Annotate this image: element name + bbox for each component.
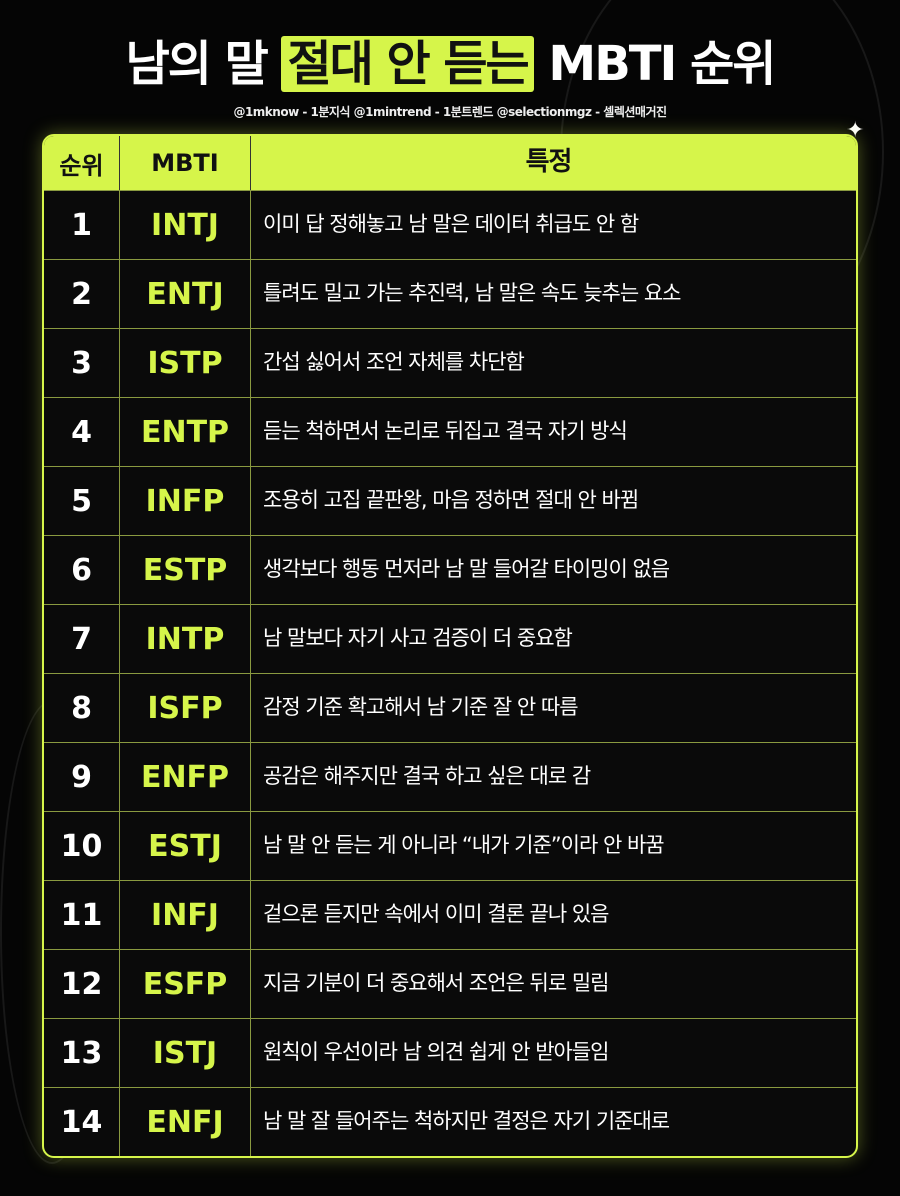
table-row: 1 INTJ 이미 답 정해놓고 남 말은 데이터 취급도 안 함 <box>44 190 856 259</box>
mbti-cell: ESTP <box>120 536 251 604</box>
rank-cell: 5 <box>44 467 120 535</box>
rank-cell: 2 <box>44 260 120 328</box>
trait-cell: 남 말 잘 들어주는 척하지만 결정은 자기 기준대로 <box>263 1109 670 1134</box>
rank-cell: 13 <box>44 1019 120 1087</box>
rank-cell: 11 <box>44 881 120 949</box>
mbti-cell: INTP <box>120 605 251 673</box>
table-row: 14 ENFJ 남 말 잘 들어주는 척하지만 결정은 자기 기준대로 <box>44 1087 856 1156</box>
header-rank: 순위 <box>44 136 120 190</box>
trait-cell: 감정 기준 확고해서 남 기준 잘 안 따름 <box>263 695 579 720</box>
table-row: 5 INFP 조용히 고집 끝판왕, 마음 정하면 절대 안 바뀜 <box>44 466 856 535</box>
table-row: 4 ENTP 듣는 척하면서 논리로 뒤집고 결국 자기 방식 <box>44 397 856 466</box>
table-row: 7 INTP 남 말보다 자기 사고 검증이 더 중요함 <box>44 604 856 673</box>
mbti-cell: INFJ <box>120 881 251 949</box>
trait-cell: 조용히 고집 끝판왕, 마음 정하면 절대 안 바뀜 <box>263 488 639 513</box>
trait-cell: 듣는 척하면서 논리로 뒤집고 결국 자기 방식 <box>263 419 628 444</box>
rank-cell: 4 <box>44 398 120 466</box>
mbti-cell: ISTP <box>120 329 251 397</box>
rank-cell: 9 <box>44 743 120 811</box>
page-title: 남의 말 절대 안 듣는 MBTI 순위 <box>20 30 880 98</box>
ranking-table: 순위 MBTI 특정 1 INTJ 이미 답 정해놓고 남 말은 데이터 취급도 안… <box>42 134 858 1158</box>
credit-line: @1mknow - 1분지식 @1mintrend - 1분트렌드 @selec… <box>233 105 667 119</box>
mbti-cell: ESFP <box>120 950 251 1018</box>
mbti-cell: ENTJ <box>120 260 251 328</box>
trait-cell: 이미 답 정해놓고 남 말은 데이터 취급도 안 함 <box>263 212 639 237</box>
mbti-cell: INFP <box>120 467 251 535</box>
trait-cell: 남 말 안 듣는 게 아니라 “내가 기준”이라 안 바꿈 <box>263 833 665 858</box>
table-row: 9 ENFP 공감은 해주지만 결국 하고 싶은 대로 감 <box>44 742 856 811</box>
header-trait: 특정 <box>525 147 573 178</box>
title-part2: MBTI 순위 <box>533 36 776 92</box>
header-mbti: MBTI <box>120 136 251 190</box>
rank-cell: 10 <box>44 812 120 880</box>
trait-cell: 생각보다 행동 먼저라 남 말 들어갈 타이밍이 없음 <box>263 557 670 582</box>
rank-cell: 14 <box>44 1088 120 1156</box>
rank-cell: 3 <box>44 329 120 397</box>
trait-cell: 겉으론 듣지만 속에서 이미 결론 끝나 있음 <box>263 902 610 927</box>
table-row: 3 ISTP 간섭 싫어서 조언 자체를 차단함 <box>44 328 856 397</box>
mbti-cell: INTJ <box>120 191 251 259</box>
rank-cell: 1 <box>44 191 120 259</box>
trait-cell: 간섭 싫어서 조언 자체를 차단함 <box>263 350 525 375</box>
title-highlight: 절대 안 듣는 <box>281 36 534 92</box>
rank-cell: 7 <box>44 605 120 673</box>
rank-cell: 12 <box>44 950 120 1018</box>
trait-cell: 남 말보다 자기 사고 검증이 더 중요함 <box>263 626 573 651</box>
table-row: 13 ISTJ 원칙이 우선이라 남 의견 쉽게 안 받아들임 <box>44 1018 856 1087</box>
trait-cell: 공감은 해주지만 결국 하고 싶은 대로 감 <box>263 764 591 789</box>
mbti-cell: ENTP <box>120 398 251 466</box>
mbti-cell: ESTJ <box>120 812 251 880</box>
trait-cell: 지금 기분이 더 중요해서 조언은 뒤로 밀림 <box>263 971 610 996</box>
table-row: 11 INFJ 겉으론 듣지만 속에서 이미 결론 끝나 있음 <box>44 880 856 949</box>
table-header: 순위 MBTI 특정 <box>44 136 856 190</box>
mbti-cell: ENFJ <box>120 1088 251 1156</box>
table-row: 2 ENTJ 틀려도 밀고 가는 추진력, 남 말은 속도 늦추는 요소 <box>44 259 856 328</box>
title-part1: 남의 말 <box>125 36 282 92</box>
table-row: 12 ESFP 지금 기분이 더 중요해서 조언은 뒤로 밀림 <box>44 949 856 1018</box>
table-row: 10 ESTJ 남 말 안 듣는 게 아니라 “내가 기준”이라 안 바꿈 <box>44 811 856 880</box>
table-row: 6 ESTP 생각보다 행동 먼저라 남 말 들어갈 타이밍이 없음 <box>44 535 856 604</box>
mbti-cell: ISFP <box>120 674 251 742</box>
rank-cell: 6 <box>44 536 120 604</box>
mbti-cell: ENFP <box>120 743 251 811</box>
rank-cell: 8 <box>44 674 120 742</box>
trait-cell: 틀려도 밀고 가는 추진력, 남 말은 속도 늦추는 요소 <box>263 281 681 306</box>
table-row: 8 ISFP 감정 기준 확고해서 남 기준 잘 안 따름 <box>44 673 856 742</box>
trait-cell: 원칙이 우선이라 남 의견 쉽게 안 받아들임 <box>263 1040 610 1065</box>
mbti-cell: ISTJ <box>120 1019 251 1087</box>
